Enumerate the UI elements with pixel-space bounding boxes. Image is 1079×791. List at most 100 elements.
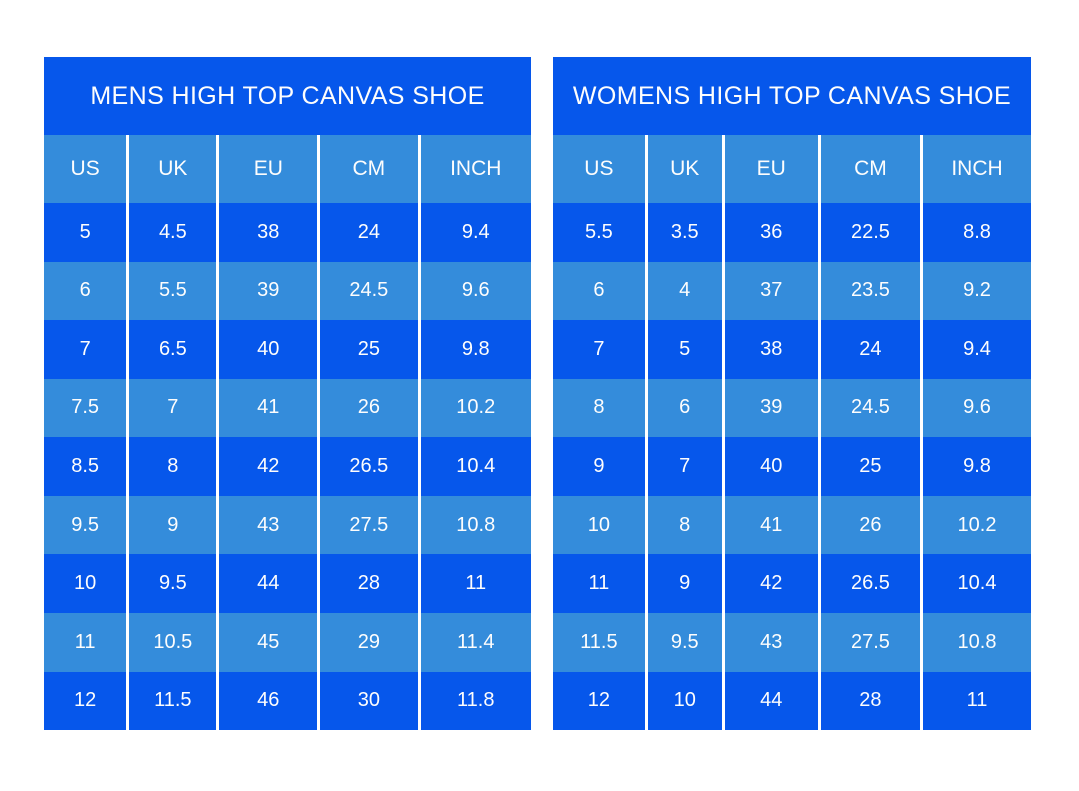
table-cell-eu: 38 [216, 203, 317, 262]
table-cell-us: 7.5 [71, 396, 100, 419]
table-cell-cm: 28 [817, 671, 920, 731]
table-cell-eu: 42 [216, 437, 317, 496]
table-cell-inch: 10.2 [417, 378, 531, 438]
table-row: 5.5 3.5 36 22.5 8.8 [553, 203, 1031, 262]
header-row: US UK EU CM INCH [553, 135, 1031, 203]
table-cell-cm: 28 [317, 554, 417, 613]
mens-size-table: MENS HIGH TOP CANVAS SHOE US UK EU CM INCH 5 4… [44, 57, 531, 731]
table-cell-inch: 9.8 [920, 437, 1031, 496]
table-cell-uk: 9.5 [126, 554, 216, 613]
table-cell-eu: 42 [721, 554, 818, 613]
table-cell-us: 12 [587, 689, 610, 712]
table-cell-us: 6 [593, 279, 605, 302]
table-cell-uk: 7 [644, 437, 722, 496]
table-cell-uk: 3.5 [644, 203, 722, 262]
table-cell-cm: 26.5 [817, 554, 920, 613]
table-cell-cm: 25 [317, 320, 417, 379]
table-row: 10 8 41 26 10.2 [553, 495, 1031, 555]
table-cell-eu: 40 [721, 437, 818, 496]
column-header-us: US [584, 157, 614, 180]
table-row: 7 5 38 24 9.4 [553, 320, 1031, 379]
table-cell-us: 10 [587, 513, 610, 536]
mens-table-title: MENS HIGH TOP CANVAS SHOE [44, 57, 531, 135]
table-cell-us: 11 [588, 572, 610, 595]
table-cell-eu: 40 [216, 320, 317, 379]
table-cell-inch: 9.6 [920, 378, 1031, 438]
table-row: 9.5 9 43 27.5 10.8 [44, 495, 531, 555]
table-cell-us: 10 [74, 572, 97, 595]
mens-table-grid: US UK EU CM INCH 5 4.5 38 24 9.4 6 5.5 39 24.5 9.6 7 6.5… [44, 135, 531, 731]
table-cell-eu: 44 [721, 671, 818, 731]
table-cell-cm: 27.5 [317, 495, 417, 555]
table-cell-cm: 22.5 [817, 203, 920, 262]
table-cell-uk: 4 [644, 261, 722, 321]
table-cell-us: 11.5 [580, 630, 618, 653]
table-cell-uk: 9 [644, 554, 722, 613]
table-cell-us: 5.5 [584, 220, 613, 243]
table-row: 7.5 7 41 26 10.2 [44, 378, 531, 438]
table-cell-us: 8 [593, 396, 605, 419]
table-cell-us: 6 [79, 279, 91, 302]
table-cell-inch: 10.2 [920, 495, 1031, 555]
table-cell-eu: 39 [721, 378, 818, 438]
table-cell-cm: 29 [317, 612, 417, 672]
table-cell-uk: 7 [126, 378, 216, 438]
column-header-uk: UK [644, 135, 722, 203]
table-cell-us: 12 [74, 689, 97, 712]
womens-table-title: WOMENS HIGH TOP CANVAS SHOE [553, 57, 1031, 135]
table-cell-cm: 24.5 [817, 378, 920, 438]
table-cell-uk: 5 [644, 320, 722, 379]
table-cell-inch: 10.8 [417, 495, 531, 555]
table-cell-uk: 4.5 [126, 203, 216, 262]
table-cell-inch: 9.2 [920, 261, 1031, 321]
table-cell-eu: 41 [721, 495, 818, 555]
table-cell-cm: 26 [817, 495, 920, 555]
table-cell-eu: 45 [216, 612, 317, 672]
column-header-eu: EU [216, 135, 317, 203]
header-row: US UK EU CM INCH [44, 135, 531, 203]
table-cell-eu: 39 [216, 261, 317, 321]
table-cell-eu: 36 [721, 203, 818, 262]
table-cell-uk: 10.5 [126, 612, 216, 672]
table-cell-inch: 10.4 [920, 554, 1031, 613]
table-cell-uk: 10 [644, 671, 722, 731]
table-cell-us: 7 [593, 337, 605, 360]
column-header-inch: INCH [417, 135, 531, 203]
table-row: 11.5 9.5 43 27.5 10.8 [553, 612, 1031, 672]
table-cell-inch: 9.4 [417, 203, 531, 262]
column-header-uk: UK [126, 135, 216, 203]
table-cell-eu: 43 [721, 612, 818, 672]
column-header-us: US [70, 157, 100, 180]
table-row: 11 9 42 26.5 10.4 [553, 554, 1031, 613]
table-row: 8.5 8 42 26.5 10.4 [44, 437, 531, 496]
table-cell-us: 9 [593, 455, 605, 478]
table-row: 6 4 37 23.5 9.2 [553, 261, 1031, 321]
table-cell-cm: 30 [317, 671, 417, 731]
table-cell-cm: 24 [317, 203, 417, 262]
table-cell-uk: 5.5 [126, 261, 216, 321]
table-cell-eu: 38 [721, 320, 818, 379]
table-cell-uk: 8 [126, 437, 216, 496]
table-cell-cm: 26 [317, 378, 417, 438]
table-cell-inch: 9.4 [920, 320, 1031, 379]
table-cell-us: 8.5 [71, 455, 100, 478]
table-cell-uk: 9.5 [644, 612, 722, 672]
table-cell-uk: 9 [126, 495, 216, 555]
table-row: 10 9.5 44 28 11 [44, 554, 531, 613]
table-row: 11 10.5 45 29 11.4 [44, 612, 531, 672]
table-cell-inch: 11.4 [417, 612, 531, 672]
table-cell-uk: 11.5 [126, 671, 216, 731]
table-cell-cm: 25 [817, 437, 920, 496]
table-row: 12 10 44 28 11 [553, 671, 1031, 731]
table-cell-inch: 11 [920, 671, 1031, 731]
table-cell-eu: 46 [216, 671, 317, 731]
table-cell-uk: 6.5 [126, 320, 216, 379]
table-cell-inch: 8.8 [920, 203, 1031, 262]
table-cell-inch: 10.8 [920, 612, 1031, 672]
column-header-inch: INCH [920, 135, 1031, 203]
table-cell-us: 9.5 [71, 513, 100, 536]
womens-table-grid: US UK EU CM INCH 5.5 3.5 36 22.5 8.8 6 4 37 23.5 9.2 7 5… [553, 135, 1031, 731]
table-cell-uk: 8 [644, 495, 722, 555]
table-cell-cm: 24 [817, 320, 920, 379]
